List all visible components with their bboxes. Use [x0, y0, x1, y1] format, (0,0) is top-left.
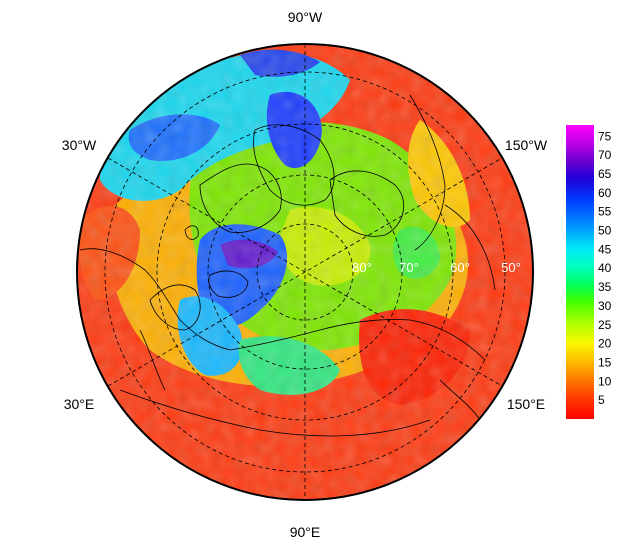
lon-label-90w: 90°W [288, 9, 323, 25]
coast-europe [79, 248, 231, 351]
lon-label-90e: 90°E [290, 524, 321, 540]
colorbar-tick-label: 5 [598, 393, 605, 407]
lat-circle-60 [156, 123, 454, 421]
colorbar-tick-label: 60 [598, 186, 612, 200]
coast-japan [439, 379, 481, 421]
colorbar-tick-label: 35 [598, 280, 612, 294]
coast-siberia [229, 319, 486, 361]
colorbar-tick-label: 50 [598, 224, 612, 238]
graticule [104, 44, 506, 500]
map-border [76, 43, 534, 501]
colorbar-tick-label: 40 [598, 261, 612, 275]
colorbar-tick-label: 30 [598, 299, 612, 313]
lat-circle-80 [256, 223, 354, 321]
colorbar-ticks: 75 70 65 60 55 50 45 40 35 30 25 20 15 10 5 [598, 129, 612, 407]
coastlines [79, 94, 496, 437]
lon-label-150e: 150°E [507, 396, 545, 412]
coast-asia-borders [119, 389, 431, 437]
lat-label-50: 50° [501, 260, 521, 275]
coast-scandinavia [149, 284, 201, 331]
colorbar-tick-label: 45 [598, 242, 612, 256]
coast-novaya-zemlya [208, 270, 249, 298]
coast-greenland [199, 163, 282, 233]
colorbar-tick-label: 10 [598, 374, 612, 388]
meridian-30-150 [107, 157, 503, 387]
colorbar-tick-label: 25 [598, 318, 612, 332]
colorbar: 75 70 65 60 55 50 45 40 35 30 25 20 15 10 5 [566, 125, 612, 419]
colorbar-tick-label: 75 [598, 129, 612, 143]
coast-alaska [409, 94, 446, 251]
coast-canadian-archipelago [253, 124, 335, 206]
colorbar-tick-label: 15 [598, 355, 612, 369]
coast-bering [444, 204, 496, 291]
colorbar-tick-label: 65 [598, 167, 612, 181]
lat-circle-50 [104, 71, 506, 473]
lat-label-70: 70° [399, 260, 419, 275]
coast-iceland [184, 225, 199, 240]
lon-label-150w: 150°W [505, 137, 548, 153]
lat-label-60: 60° [450, 260, 470, 275]
lat-label-80: 80° [352, 260, 372, 275]
lon-label-30e: 30°E [64, 396, 95, 412]
colorbar-tick-label: 55 [598, 205, 612, 219]
colorbar-ramp [566, 125, 594, 419]
colorbar-tick-label: 20 [598, 337, 612, 351]
coast-arctic-islands [329, 170, 404, 237]
colorbar-tick-label: 70 [598, 148, 612, 162]
lat-circle-70 [207, 174, 403, 370]
data-field [77, 44, 533, 500]
lon-label-30w: 30°W [62, 137, 97, 153]
